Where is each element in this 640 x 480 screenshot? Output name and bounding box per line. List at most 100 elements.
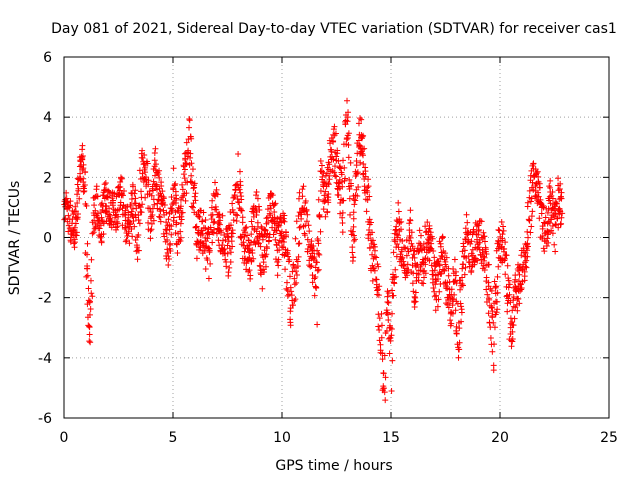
- data-point: [117, 178, 124, 185]
- data-point: [557, 221, 564, 228]
- data-point: [366, 227, 373, 234]
- data-point: [425, 237, 432, 244]
- data-point: [230, 217, 237, 224]
- data-point: [322, 188, 329, 195]
- data-point: [418, 232, 425, 239]
- data-point: [345, 154, 352, 161]
- data-point: [449, 310, 456, 317]
- x-tick-label: 15: [382, 430, 400, 446]
- data-point: [516, 271, 523, 278]
- data-point: [369, 237, 376, 244]
- data-point: [460, 243, 467, 250]
- data-point: [477, 217, 484, 224]
- data-point: [281, 218, 288, 225]
- data-point: [191, 193, 198, 200]
- data-point: [301, 232, 308, 239]
- data-point: [272, 256, 279, 263]
- data-point: [217, 217, 224, 224]
- data-point: [215, 237, 222, 244]
- data-point: [170, 214, 177, 221]
- data-point: [255, 239, 262, 246]
- data-point: [530, 186, 537, 193]
- data-point: [392, 273, 399, 280]
- data-point: [151, 157, 158, 164]
- data-point: [273, 227, 280, 234]
- data-point: [449, 295, 456, 302]
- data-point: [458, 318, 465, 325]
- data-point: [208, 215, 215, 222]
- data-point: [357, 115, 364, 122]
- data-point: [260, 259, 267, 266]
- data-point: [295, 253, 302, 260]
- data-point: [132, 187, 139, 194]
- data-point: [315, 240, 322, 247]
- data-point: [523, 264, 530, 271]
- data-point: [275, 222, 282, 229]
- data-point: [382, 397, 389, 404]
- data-point: [337, 210, 344, 217]
- data-point: [125, 214, 132, 221]
- data-point: [502, 255, 509, 262]
- data-point: [170, 165, 177, 172]
- data-point: [459, 265, 466, 272]
- data-point: [345, 130, 352, 137]
- data-point: [414, 261, 421, 268]
- data-point: [202, 266, 209, 273]
- data-point: [311, 292, 318, 299]
- data-point: [411, 303, 418, 310]
- data-point: [445, 272, 452, 279]
- data-point: [533, 170, 540, 177]
- data-point: [177, 228, 184, 235]
- data-point: [495, 238, 502, 245]
- data-point: [89, 293, 96, 300]
- data-point: [484, 291, 491, 298]
- data-point: [456, 346, 463, 353]
- data-point: [102, 179, 109, 186]
- data-point: [155, 196, 162, 203]
- data-point: [132, 195, 139, 202]
- data-point: [527, 198, 534, 205]
- data-point: [436, 261, 443, 268]
- data-point: [227, 259, 234, 266]
- data-point: [77, 170, 84, 177]
- data-point: [411, 293, 418, 300]
- data-point: [196, 214, 203, 221]
- data-point: [451, 256, 458, 263]
- data-point: [530, 160, 537, 167]
- data-point: [513, 301, 520, 308]
- data-point: [330, 156, 337, 163]
- data-point: [509, 307, 516, 314]
- data-point: [479, 249, 486, 256]
- data-point: [357, 142, 364, 149]
- data-point: [549, 195, 556, 202]
- data-point: [553, 200, 560, 207]
- data-point: [261, 269, 268, 276]
- y-axis-title: SDTVAR / TECUs: [7, 181, 23, 296]
- data-point: [130, 217, 137, 224]
- data-point: [470, 228, 477, 235]
- data-point: [407, 234, 414, 241]
- data-point: [104, 193, 111, 200]
- data-point: [556, 207, 563, 214]
- data-point: [390, 249, 397, 256]
- data-point: [282, 229, 289, 236]
- data-point: [403, 252, 410, 259]
- data-point: [402, 245, 409, 252]
- data-point: [189, 204, 196, 211]
- data-point: [476, 239, 483, 246]
- data-point: [468, 267, 475, 274]
- data-point: [461, 271, 468, 278]
- data-point: [106, 188, 113, 195]
- data-point: [474, 221, 481, 228]
- data-point: [207, 224, 214, 231]
- data-point: [234, 212, 241, 219]
- data-point: [188, 172, 195, 179]
- data-point: [327, 140, 334, 147]
- data-point: [541, 219, 548, 226]
- data-point: [303, 218, 310, 225]
- data-point: [293, 268, 300, 275]
- data-point: [258, 225, 265, 232]
- data-point: [178, 216, 185, 223]
- data-point: [500, 227, 507, 234]
